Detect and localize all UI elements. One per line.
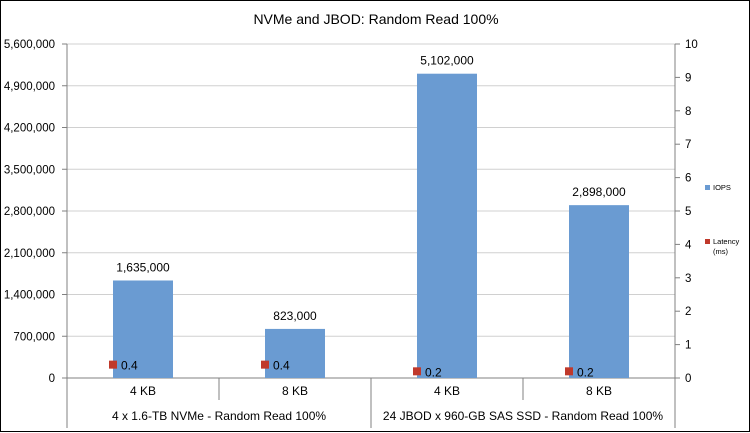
- iops-bar: [113, 280, 173, 378]
- iops-bar: [417, 73, 477, 378]
- right-axis-tick-label: 10: [685, 39, 698, 51]
- iops-bar: [265, 328, 325, 378]
- right-axis-tick-label: 2: [685, 306, 691, 318]
- category-label: 8 KB: [282, 384, 308, 398]
- latency-data-label: 0.4: [121, 359, 138, 373]
- group-label: 24 JBOD x 960-GB SAS SSD - Random Read 1…: [383, 409, 663, 423]
- latency-marker: [109, 360, 117, 369]
- left-axis-tick-label: 3,500,000: [4, 164, 55, 176]
- right-axis-tick-label: 0: [685, 373, 691, 385]
- latency-marker: [413, 367, 421, 376]
- latency-data-label: 0.2: [577, 365, 594, 379]
- category-label: 4 KB: [130, 384, 156, 398]
- group-label: 4 x 1.6-TB NVMe - Random Read 100%: [112, 409, 326, 423]
- latency-marker: [261, 360, 269, 369]
- legend-iops-label: IOPS: [713, 183, 731, 192]
- left-axis-tick-label: 2,800,000: [4, 206, 55, 218]
- left-axis-tick-label: 2,100,000: [4, 248, 55, 260]
- right-axis-tick-label: 8: [685, 106, 691, 118]
- legend-latency-label-line1: Latency: [713, 237, 740, 246]
- right-axis-tick-label: 9: [685, 72, 691, 84]
- left-axis-tick-label: 700,000: [13, 331, 55, 343]
- right-axis-tick-label: 6: [685, 173, 691, 185]
- right-axis-tick-label: 7: [685, 139, 691, 151]
- latency-marker: [565, 367, 573, 376]
- iops-data-label: 1,635,000: [116, 260, 170, 274]
- left-axis-tick-label: 4,200,000: [4, 123, 55, 135]
- right-axis-tick-label: 1: [685, 340, 691, 352]
- category-label: 4 KB: [434, 384, 460, 398]
- legend-iops-swatch: [705, 185, 710, 190]
- latency-data-label: 0.2: [425, 365, 442, 379]
- right-axis-tick-label: 4: [685, 239, 692, 251]
- iops-bar: [569, 205, 629, 378]
- iops-data-label: 823,000: [273, 309, 317, 323]
- left-axis-tick-label: 5,600,000: [4, 39, 55, 51]
- legend-latency-label-line2: (ms): [713, 247, 728, 256]
- right-axis-tick-label: 3: [685, 273, 691, 285]
- right-axis-tick-label: 5: [685, 206, 691, 218]
- left-axis-tick-label: 1,400,000: [4, 290, 55, 302]
- iops-data-label: 5,102,000: [420, 54, 474, 68]
- left-axis-tick-label: 0: [49, 373, 55, 385]
- legend-latency-swatch: [705, 239, 710, 244]
- left-axis-tick-label: 4,900,000: [4, 81, 55, 93]
- iops-data-label: 2,898,000: [572, 185, 626, 199]
- category-label: 8 KB: [586, 384, 612, 398]
- chart-title: NVMe and JBOD: Random Read 100%: [253, 11, 498, 27]
- latency-data-label: 0.4: [273, 359, 290, 373]
